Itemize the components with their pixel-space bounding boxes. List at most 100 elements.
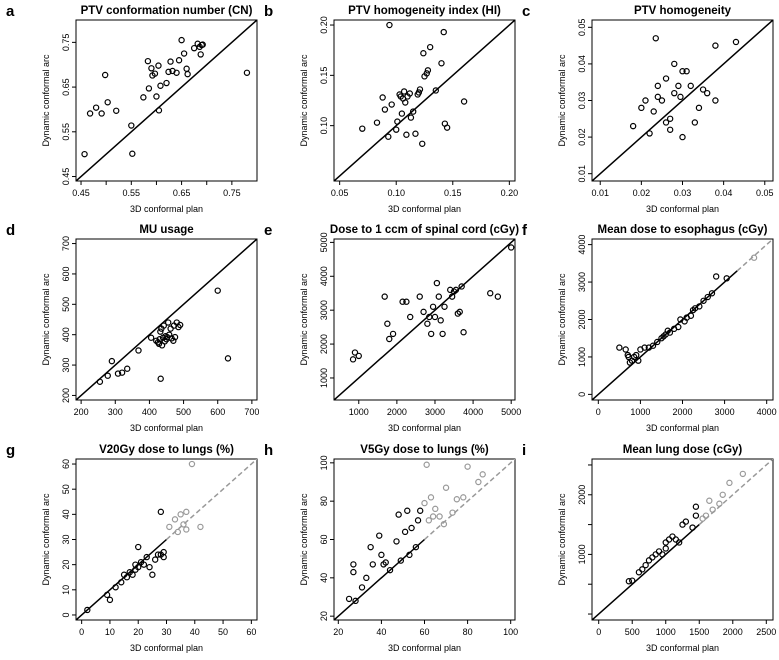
- x-tick-label: 20: [333, 627, 343, 637]
- chart-title: Dose to 1 ccm of spinal cord (cGy): [330, 224, 519, 236]
- data-point: [689, 524, 696, 531]
- chart-title: V5Gy dose to lungs (%): [360, 444, 489, 456]
- y-tick-label: 200: [61, 388, 71, 403]
- data-point: [616, 344, 623, 351]
- data-point: [415, 89, 423, 96]
- plot-frame: [591, 458, 774, 621]
- x-axis-label: 3D conformal plan: [130, 204, 203, 214]
- data-point-extended: [464, 463, 471, 470]
- data-point: [699, 86, 707, 93]
- data-point: [712, 42, 719, 49]
- x-axis-label: 3D conformal plan: [388, 643, 461, 653]
- data-point: [659, 551, 666, 558]
- plot-area: [334, 20, 515, 181]
- data-point: [108, 357, 116, 365]
- data-point: [692, 503, 700, 510]
- y-tick-label: 3000: [577, 272, 587, 292]
- data-point: [175, 57, 183, 64]
- data-point: [708, 290, 716, 297]
- y-axis-label: Dynamic conformal arc: [557, 493, 567, 586]
- data-point: [398, 110, 406, 117]
- data-point: [399, 298, 406, 305]
- data-point: [629, 122, 637, 130]
- data-point: [84, 606, 91, 614]
- identity-line: [592, 20, 773, 181]
- data-point: [156, 336, 163, 343]
- plot-area: [76, 20, 257, 181]
- y-axis-label: Dynamic conformal arc: [299, 493, 309, 586]
- y-tick-label: 0.04: [577, 55, 587, 73]
- x-tick-label: 60: [246, 627, 256, 637]
- data-point: [135, 347, 142, 354]
- data-point: [389, 330, 397, 338]
- data-point: [408, 524, 415, 532]
- data-point: [367, 543, 374, 551]
- y-tick-label: 0.15: [319, 67, 329, 85]
- data-point-extended: [171, 516, 179, 523]
- data-point-extended: [716, 500, 723, 507]
- data-point: [622, 346, 629, 353]
- data-point: [395, 511, 402, 518]
- data-point: [402, 99, 409, 106]
- data-point: [81, 150, 88, 158]
- data-point: [160, 553, 167, 561]
- x-tick-label: 500: [625, 627, 640, 637]
- data-point: [723, 275, 730, 282]
- x-tick-label: 0.05: [331, 188, 349, 198]
- data-point: [165, 319, 172, 326]
- data-point: [432, 87, 440, 94]
- data-point: [426, 43, 434, 51]
- x-tick-label: 0.04: [715, 188, 733, 198]
- x-tick-label: 300: [108, 407, 123, 417]
- x-tick-label: 0.01: [591, 188, 609, 198]
- data-point: [452, 286, 460, 294]
- data-point: [350, 561, 357, 568]
- data-point: [650, 108, 657, 115]
- data-point: [662, 119, 670, 126]
- y-tick-label: 20: [319, 611, 329, 621]
- identity-line: [592, 270, 738, 400]
- y-tick-label: 40: [319, 573, 329, 583]
- y-tick-label: 4000: [577, 235, 587, 255]
- x-tick-label: 3000: [715, 407, 735, 417]
- data-point: [675, 539, 683, 546]
- plot-frame: [333, 19, 516, 182]
- data-point: [197, 51, 204, 58]
- data-point: [393, 538, 400, 545]
- x-tick-label: 2500: [756, 627, 776, 637]
- data-point: [632, 351, 640, 359]
- y-tick-label: 0.45: [61, 168, 71, 186]
- plot-frame: [75, 19, 258, 182]
- data-point: [376, 532, 383, 539]
- data-point: [167, 58, 174, 65]
- data-point: [397, 557, 404, 564]
- data-point: [404, 507, 411, 514]
- data-point: [649, 554, 656, 561]
- data-point: [679, 133, 686, 141]
- y-tick-label: 0.10: [319, 117, 329, 135]
- data-point: [101, 71, 109, 79]
- data-point: [118, 369, 126, 376]
- data-point: [438, 60, 445, 67]
- data-point: [104, 99, 111, 106]
- data-point: [409, 108, 417, 115]
- x-axis-label: 3D conformal plan: [388, 204, 461, 214]
- data-point: [700, 297, 707, 304]
- data-point-extended: [197, 523, 204, 531]
- x-tick-label: 0: [79, 627, 84, 637]
- data-point: [687, 312, 695, 319]
- data-point: [679, 68, 686, 75]
- panel-c: c PTV homogeneity 0.01 0.02 0.03 0.04 0.05 0.01…: [522, 3, 774, 214]
- x-tick-label: 200: [74, 407, 89, 417]
- y-tick-label: 2000: [577, 485, 587, 505]
- x-tick-label: 0.45: [72, 188, 90, 198]
- data-point: [381, 106, 389, 113]
- data-point: [176, 321, 184, 329]
- data-point: [433, 279, 441, 287]
- x-tick-label: 2000: [387, 407, 407, 417]
- data-point-extended: [442, 484, 450, 491]
- y-tick-label: 20: [61, 560, 71, 570]
- data-point: [691, 119, 699, 126]
- y-tick-label: 5000: [319, 232, 329, 252]
- chart-title: Mean lung dose (cGy): [623, 444, 743, 456]
